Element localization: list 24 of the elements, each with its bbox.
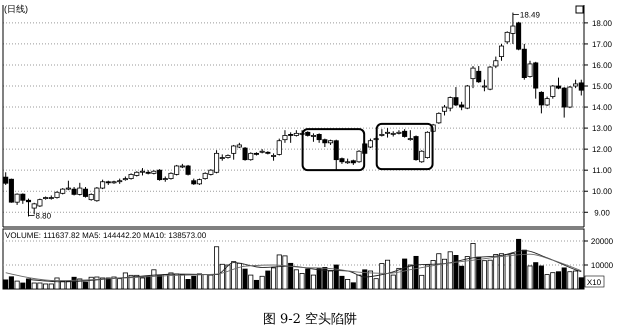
y-tick-label: 16.00 bbox=[592, 60, 613, 70]
y-tick-label: 10.00 bbox=[592, 187, 613, 196]
candlestick bbox=[498, 43, 504, 62]
y-tick-label: 15.00 bbox=[592, 82, 613, 92]
y-tick-label: 18.00 bbox=[592, 18, 613, 28]
y-tick-label: 9.00 bbox=[594, 208, 610, 218]
annotation: VOLUME: 111637.82 MA5: 144442.20 MA10: 138573.00 bbox=[5, 231, 207, 240]
y-tick-label: 10000 bbox=[590, 261, 614, 270]
y-tick-label: 13.00 bbox=[592, 124, 613, 134]
line-series bbox=[28, 250, 582, 282]
candlestick bbox=[493, 56, 498, 69]
y-axis-title: X10 bbox=[586, 278, 602, 287]
y-tick-label: 11.00 bbox=[592, 166, 612, 176]
y-tick-label: 17.00 bbox=[592, 40, 613, 49]
candlestick bbox=[276, 138, 282, 156]
caption: 图 9-2 空头陷阱 bbox=[262, 312, 358, 327]
y-tick-label: 20000 bbox=[590, 237, 614, 246]
candlestick bbox=[436, 112, 442, 124]
y-tick-label: 12.00 bbox=[592, 145, 613, 154]
annotation: 8.80 bbox=[36, 211, 52, 220]
line-series bbox=[5, 254, 582, 282]
chart-title: (日线) bbox=[4, 4, 28, 14]
y-tick-label: 14.00 bbox=[592, 103, 613, 112]
annotation: 18.49 bbox=[520, 10, 540, 20]
